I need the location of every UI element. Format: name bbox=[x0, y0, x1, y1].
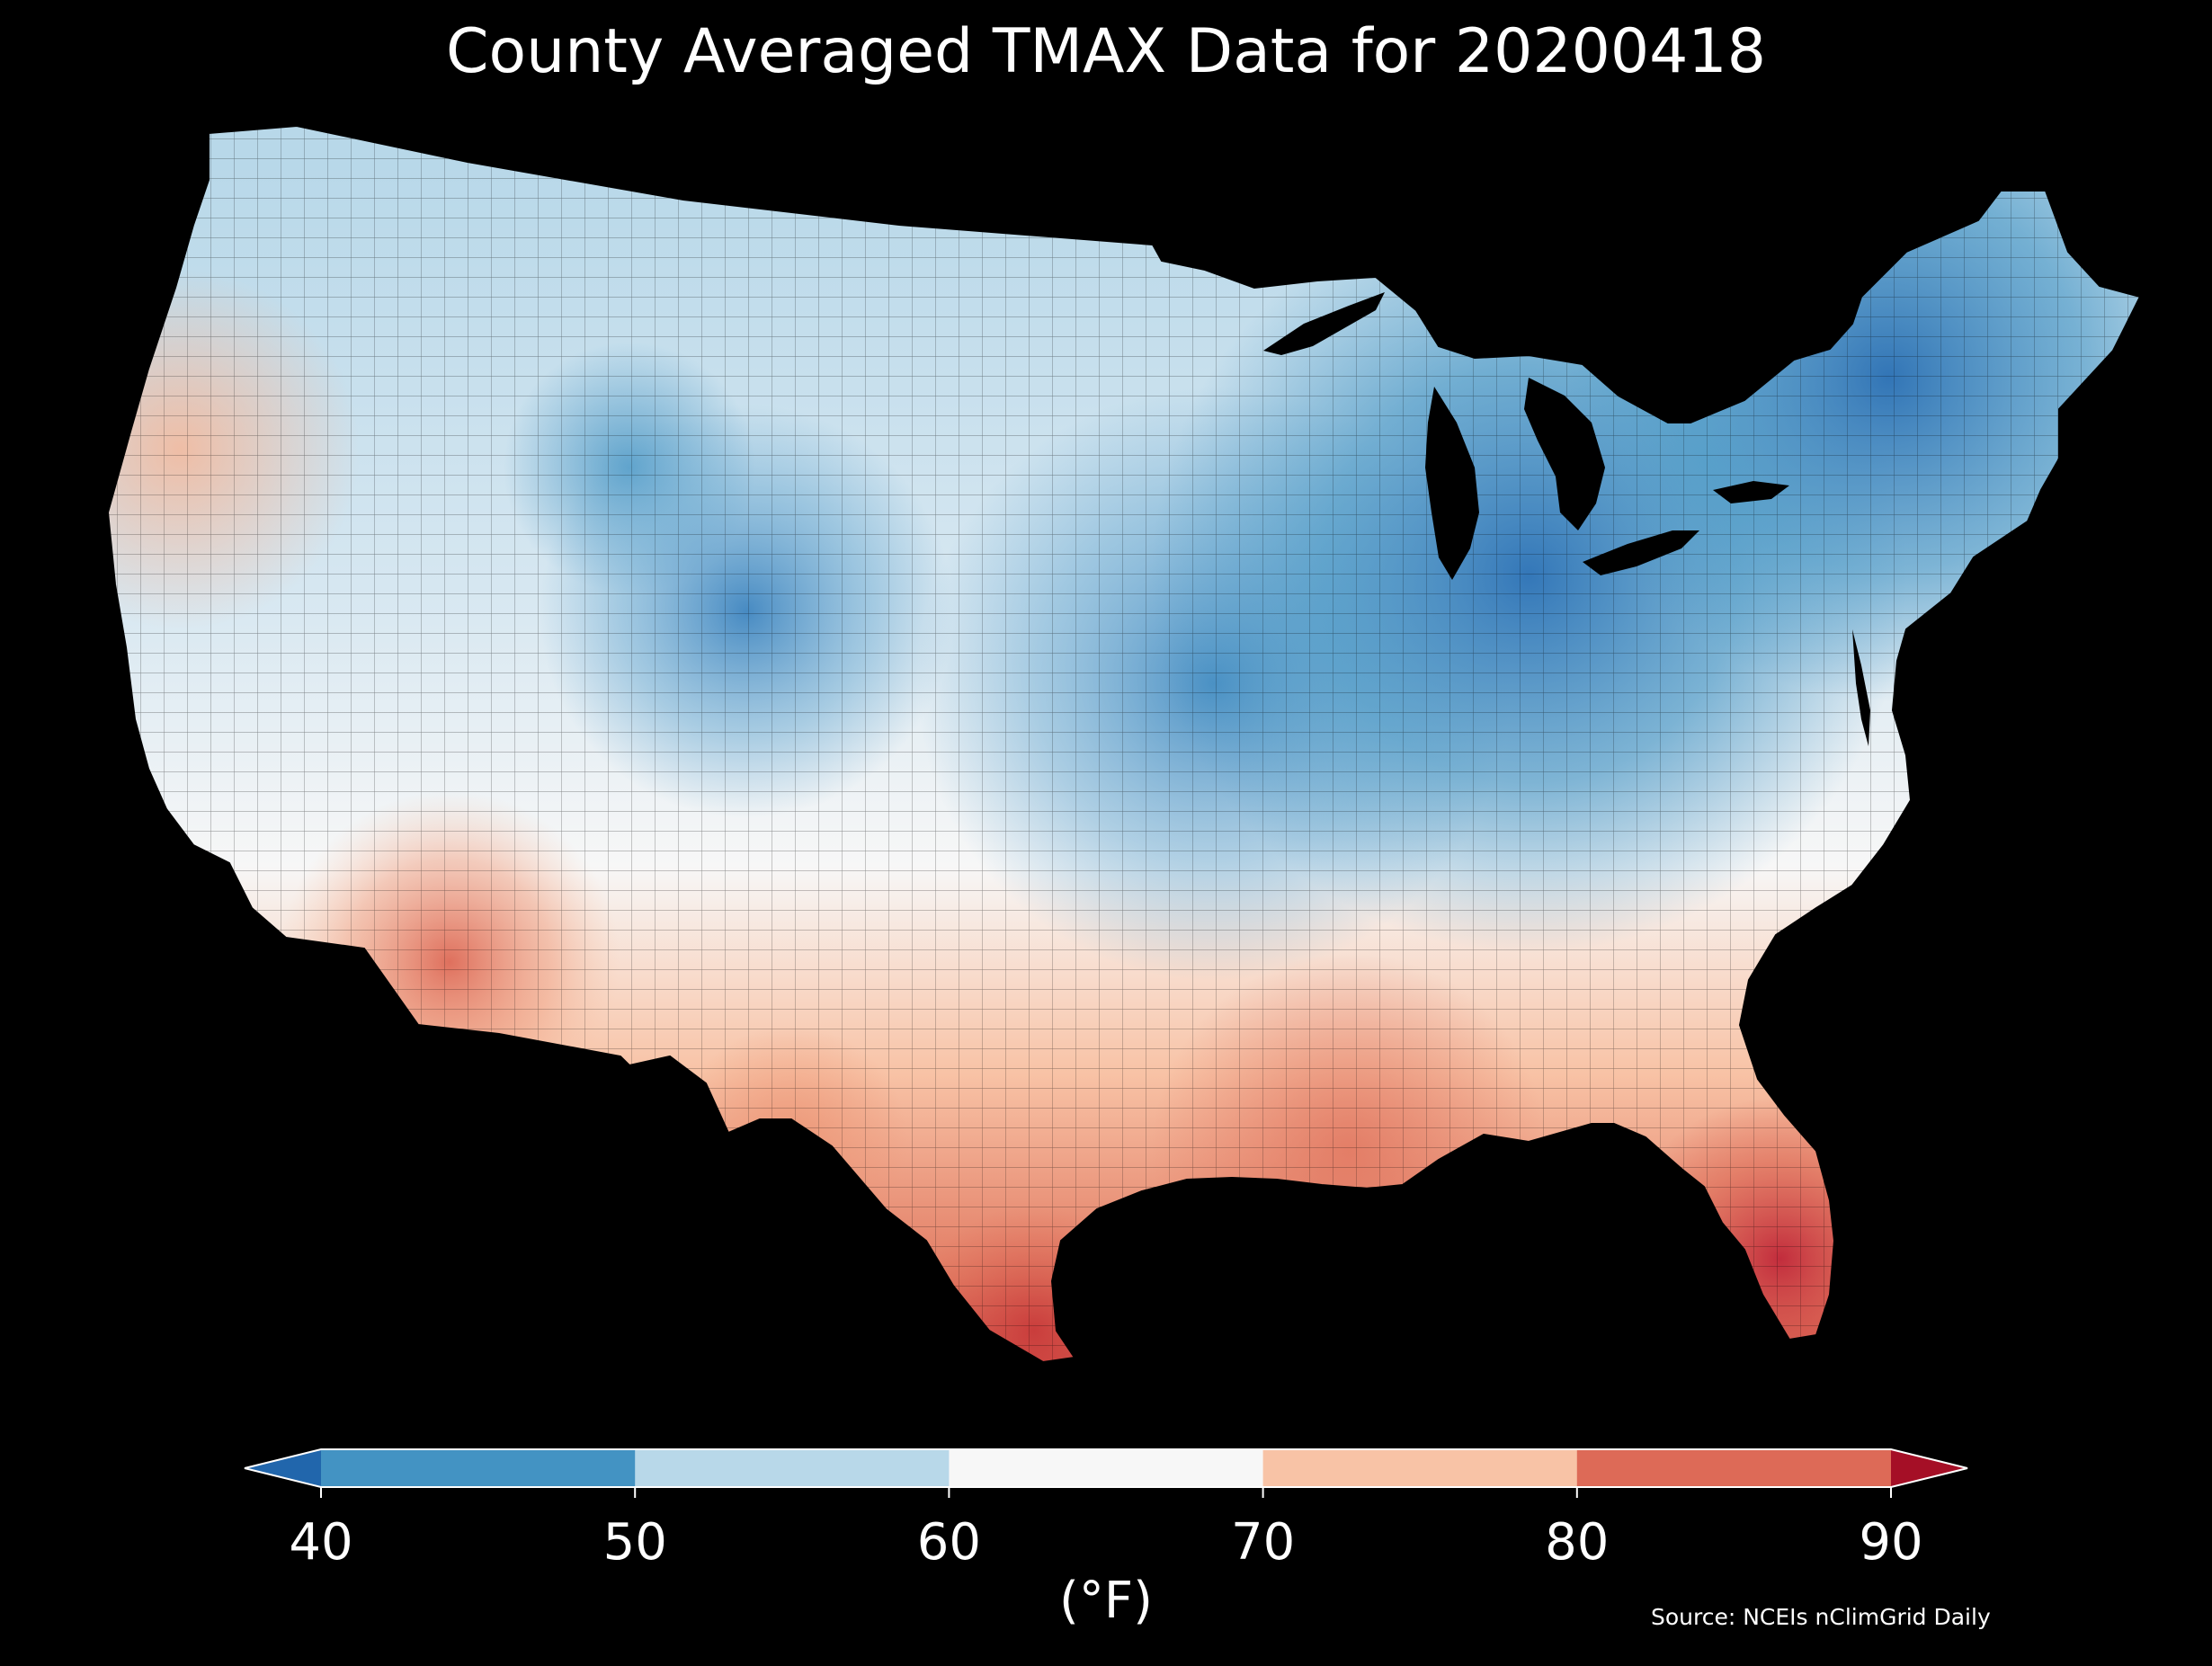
colorbar-extend-high bbox=[1891, 1449, 1967, 1487]
colorbar-tick-label: 40 bbox=[289, 1513, 352, 1572]
chesapeake-bay bbox=[1852, 629, 1870, 746]
lake-michigan bbox=[1425, 387, 1479, 580]
lake-superior bbox=[1263, 292, 1385, 355]
colorbar-unit-label: (°F) bbox=[1059, 1572, 1153, 1630]
lake-huron bbox=[1524, 378, 1605, 530]
colorbar-tick-label: 70 bbox=[1231, 1513, 1295, 1572]
lake-ontario bbox=[1713, 481, 1789, 503]
colorbar-bin-70-80 bbox=[1262, 1449, 1578, 1487]
chart-title: County Averaged TMAX Data for 20200418 bbox=[446, 16, 1766, 87]
colorbar-tick-label: 60 bbox=[917, 1513, 981, 1572]
colorbar bbox=[244, 1448, 1968, 1488]
colorbar-tick-label: 50 bbox=[603, 1513, 667, 1572]
colorbar-bin-50-60 bbox=[635, 1449, 950, 1487]
colorbar-tick-label: 90 bbox=[1859, 1513, 1922, 1572]
colorbar-bin-60-70 bbox=[949, 1449, 1264, 1487]
source-note: Source: NCEIs nClimGrid Daily bbox=[1651, 1604, 1991, 1630]
colorbar-bin-40-50 bbox=[321, 1449, 636, 1487]
colorbar-extend-low bbox=[245, 1449, 321, 1487]
lake-erie bbox=[1583, 530, 1699, 575]
colorbar-bin-80-90 bbox=[1576, 1449, 1892, 1487]
colorbar-tick-label: 80 bbox=[1545, 1513, 1609, 1572]
great-lakes bbox=[1263, 292, 1870, 746]
colorbar-ticks: 40 50 60 70 80 90 bbox=[289, 1487, 1923, 1572]
